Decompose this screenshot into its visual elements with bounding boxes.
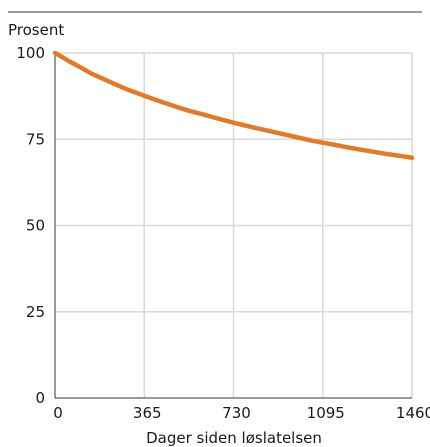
x-tick-label: 0 — [53, 404, 63, 422]
y-tick-label: 25 — [26, 303, 45, 321]
x-axis-title: Dager siden løslatelsen — [146, 429, 322, 447]
y-tick-labels: 0 25 50 75 100 — [16, 44, 45, 407]
y-tick-label: 75 — [26, 130, 45, 148]
grid — [55, 52, 413, 398]
y-tick-label: 50 — [26, 217, 45, 235]
x-tick-label: 365 — [133, 404, 162, 422]
x-tick-label: 1460 — [396, 404, 430, 422]
y-axis-line-group — [54, 53, 412, 399]
y-tick-label: 100 — [16, 44, 45, 62]
y-tick-label: 0 — [35, 389, 45, 407]
x-tick-label: 1095 — [307, 404, 345, 422]
x-tick-label: 730 — [222, 404, 251, 422]
series-group — [52, 50, 415, 161]
y-axis-title: Prosent — [8, 21, 64, 39]
series-line — [52, 50, 415, 161]
x-tick-labels: 0 365 730 1095 1460 — [53, 404, 430, 422]
